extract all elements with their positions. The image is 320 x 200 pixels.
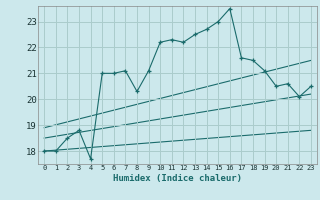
X-axis label: Humidex (Indice chaleur): Humidex (Indice chaleur) — [113, 174, 242, 183]
